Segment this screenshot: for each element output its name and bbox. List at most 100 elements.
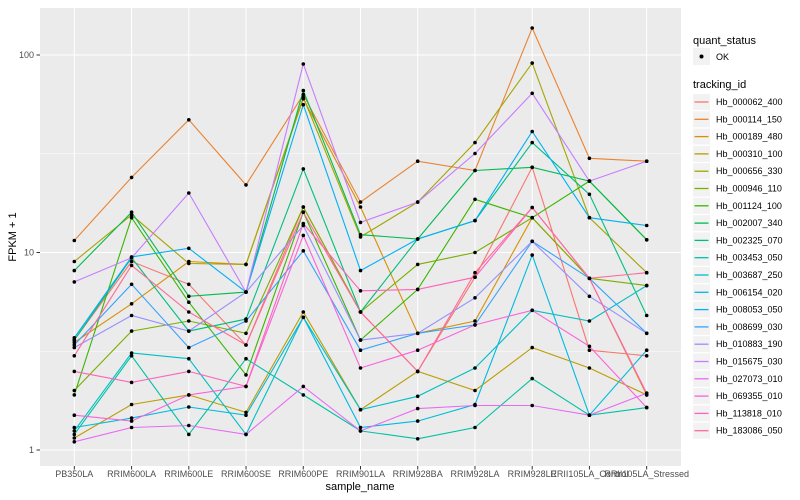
legend-label-Hb_003687_250: Hb_003687_250	[716, 270, 783, 280]
legend-label-Hb_008053_050: Hb_008053_050	[716, 305, 783, 315]
data-point	[129, 351, 134, 355]
data-point	[530, 376, 534, 381]
data-point	[187, 118, 191, 122]
legend-label-Hb_010883_190: Hb_010883_190	[716, 339, 783, 349]
data-point	[244, 262, 248, 267]
data-point	[187, 329, 191, 333]
data-point	[644, 313, 649, 318]
data-point	[358, 429, 363, 433]
data-point	[644, 391, 649, 396]
data-point	[72, 388, 77, 393]
data-point	[129, 259, 134, 264]
data-point	[358, 366, 363, 370]
data-point	[530, 61, 534, 65]
data-point	[301, 88, 306, 93]
data-point	[244, 384, 248, 389]
legend-label-Hb_000946_110: Hb_000946_110	[716, 184, 782, 194]
data-point	[358, 338, 363, 342]
data-point	[473, 250, 477, 255]
data-point	[473, 388, 477, 393]
data-point	[530, 165, 534, 170]
y-tick-label: 10	[24, 248, 34, 258]
data-point	[187, 405, 191, 409]
data-point	[187, 300, 191, 305]
x-axis-tick-labels: PB350LA RRIM600LA RRIM600LE RRIM600SE RRIM60…	[55, 469, 689, 479]
data-point	[72, 413, 77, 418]
series-points	[72, 26, 649, 444]
legend-label-Hb_008699_030: Hb_008699_030	[716, 322, 783, 332]
legend-label-Hb_113818_010: Hb_113818_010	[716, 408, 782, 418]
data-point	[72, 429, 77, 433]
data-point	[644, 348, 649, 353]
data-point	[473, 151, 477, 156]
data-point	[358, 232, 363, 237]
data-point	[587, 192, 592, 197]
data-point	[358, 289, 363, 293]
data-point	[129, 263, 134, 268]
legend-label-Hb_003453_050: Hb_003453_050	[716, 253, 783, 263]
legend-label-Hb_000656_330: Hb_000656_330	[716, 166, 783, 176]
data-point	[244, 319, 248, 323]
data-point	[129, 380, 134, 385]
data-point	[415, 419, 420, 423]
data-point	[644, 283, 649, 288]
data-point	[530, 140, 534, 145]
y-tick-label: 100	[19, 50, 34, 60]
data-point	[301, 210, 306, 214]
legend-label-Hb_000114_150: Hb_000114_150	[716, 114, 782, 124]
data-point	[72, 259, 77, 264]
data-point	[244, 413, 248, 418]
data-point	[358, 205, 363, 209]
data-point	[301, 310, 306, 314]
data-point	[244, 290, 248, 294]
data-point	[244, 432, 248, 437]
data-point	[301, 384, 306, 389]
data-point	[587, 348, 592, 353]
data-point	[358, 407, 363, 412]
data-point	[301, 249, 306, 253]
data-point	[530, 91, 534, 96]
data-point	[301, 315, 306, 320]
x-tick-label: RRII105LA_Control	[550, 469, 628, 479]
data-point	[129, 215, 134, 220]
x-tick-label: RRIM600LE	[164, 469, 213, 479]
data-point	[358, 220, 363, 225]
data-point	[129, 175, 134, 180]
data-point	[129, 402, 134, 407]
data-point	[644, 270, 649, 275]
data-point	[415, 262, 420, 267]
data-point	[244, 356, 248, 361]
data-point	[187, 369, 191, 374]
data-point	[187, 310, 191, 314]
data-point	[415, 287, 420, 292]
legend-label-Hb_027073_010: Hb_027073_010	[716, 374, 783, 384]
data-point	[358, 200, 363, 204]
data-point	[72, 345, 77, 350]
y-axis-title: FPKM + 1	[7, 212, 19, 261]
data-point	[187, 432, 191, 437]
data-point	[72, 440, 77, 444]
data-point	[187, 282, 191, 287]
data-point	[415, 437, 420, 441]
data-point	[530, 129, 534, 134]
data-point	[473, 425, 477, 430]
data-point	[530, 205, 534, 210]
data-point	[72, 393, 77, 397]
data-point	[644, 405, 649, 410]
data-point	[301, 205, 306, 209]
data-point	[129, 419, 134, 423]
data-point	[72, 336, 77, 340]
legend-label-Hb_002325_070: Hb_002325_070	[716, 235, 783, 245]
y-tick-label: 1	[29, 445, 34, 455]
data-point	[415, 237, 420, 241]
data-point	[244, 410, 248, 415]
data-point	[129, 416, 134, 420]
ok-point-icon	[699, 54, 704, 59]
data-point	[473, 270, 477, 275]
legend-quant-status-title: quant_status	[693, 35, 756, 47]
data-point	[415, 394, 420, 399]
data-point	[358, 268, 363, 273]
x-axis-title: sample_name	[325, 481, 394, 493]
data-point	[301, 233, 306, 238]
